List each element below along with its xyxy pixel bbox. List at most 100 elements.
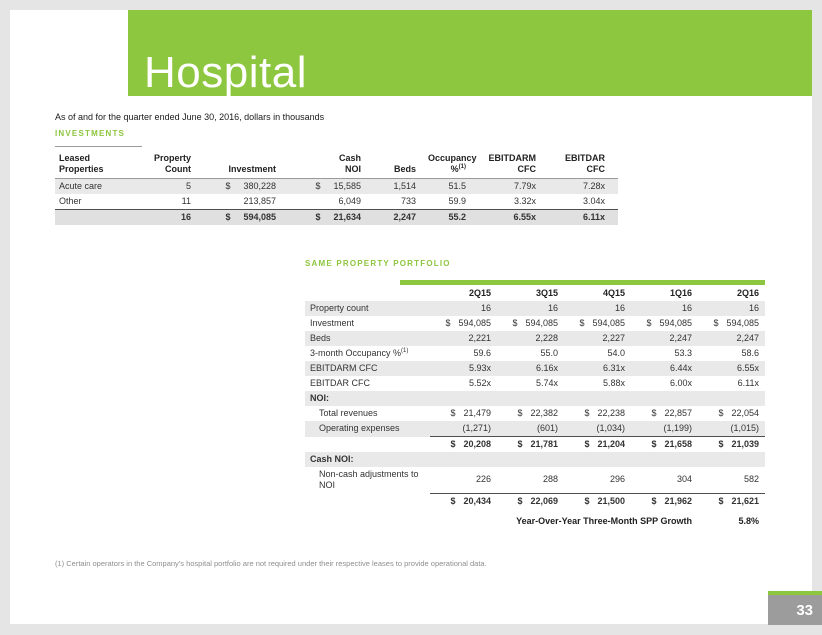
row-label: 3-month Occupancy %(1) (305, 346, 430, 361)
value: 6,049 (338, 196, 361, 206)
col-header-leased-properties: Leased Properties (55, 146, 142, 179)
cell: 6,049 (282, 194, 367, 210)
col-header-quarter: 2Q16 (736, 288, 759, 298)
cell: (601) (497, 421, 564, 437)
col-header-blank (305, 285, 430, 301)
cell: 53.3 (674, 348, 692, 358)
cell: $21,479 (430, 406, 497, 421)
label-text: 3-month Occupancy % (310, 348, 402, 358)
dollar-sign: $ (584, 495, 590, 506)
header-text: Property Count (153, 153, 191, 175)
cell: 6.00x (669, 378, 692, 388)
cell: $594,085 (564, 316, 631, 331)
value: 20,434 (463, 495, 491, 506)
cell: 733 (400, 196, 416, 206)
cell: 16 (698, 301, 765, 316)
cell: 304 (676, 474, 692, 485)
green-accent-bar (400, 280, 765, 285)
page-number-block: 33 (768, 591, 822, 625)
dollar-sign: $ (450, 495, 456, 506)
cell: $15,585 (282, 178, 367, 194)
dollar-sign: $ (517, 495, 523, 506)
dollar-sign: $ (713, 318, 719, 328)
col-header-quarter: 4Q15 (602, 288, 625, 298)
cell: $21,781 (497, 436, 564, 452)
value: 22,382 (530, 408, 558, 418)
row-occupancy: 3-month Occupancy %(1) 59.6 55.0 54.0 53… (305, 346, 765, 361)
cell: $21,621 (698, 492, 765, 509)
row-cash-noi-header: Cash NOI: (305, 452, 765, 467)
row-beds: Beds 2,221 2,228 2,227 2,247 2,247 (305, 331, 765, 346)
row-noi-header: NOI: (305, 391, 765, 406)
value: 22,069 (530, 495, 558, 506)
footnote-marker: (1) (458, 164, 466, 171)
yoy-growth-row: Year-Over-Year Three-Month SPP Growth 5.… (305, 516, 765, 526)
cell: 2,227 (564, 331, 631, 346)
value: 594,085 (525, 318, 558, 328)
cell: 16 (631, 301, 698, 316)
cell: 3.04x (582, 196, 605, 206)
header-text: EBITDARM CFC (488, 153, 537, 175)
dollar-sign: $ (651, 495, 657, 506)
value: 21,204 (597, 439, 625, 449)
cell: 2,228 (497, 331, 564, 346)
cell: 1,514 (367, 178, 422, 194)
col-header-cash-noi: Cash NOI (282, 146, 367, 179)
page-number: 33 (768, 595, 822, 625)
page-title: Hospital (144, 48, 307, 97)
value: 21,962 (664, 495, 692, 506)
cell: $594,085 (497, 316, 564, 331)
row-label: Other (59, 196, 82, 206)
same-property-section-label: SAME PROPERTY PORTFOLIO (305, 259, 451, 268)
row-other: Other 11 213,857 6,049 733 59.9 3.32x 3.… (55, 194, 618, 210)
cell: 6.55x (472, 209, 542, 225)
cell: 16 (430, 301, 497, 316)
cell: 2,247 (367, 209, 422, 225)
col-header-ebitdarm-cfc: EBITDARM CFC (472, 146, 542, 179)
col-header-quarter: 2Q15 (468, 288, 491, 298)
value: 22,054 (731, 408, 759, 418)
row-label: EBITDAR CFC (310, 378, 371, 388)
cell: $21,500 (564, 492, 631, 509)
cell: 5.93x (430, 361, 497, 376)
cell: 11 (181, 196, 191, 206)
row-label: Non-cash adjustments to NOI (319, 469, 419, 490)
cell: 6.44x (631, 361, 698, 376)
cell: 582 (743, 474, 759, 485)
row-cash-noi-total: $20,434 $22,069 $21,500 $21,962 $21,621 (305, 492, 765, 509)
value: 594,085 (726, 318, 759, 328)
dollar-sign: $ (517, 439, 523, 449)
value: 594,085 (592, 318, 625, 328)
cell: 6.11x (737, 378, 759, 388)
row-label: Acute care (55, 178, 142, 194)
cell: 213,857 (197, 194, 282, 210)
value: 15,585 (333, 181, 361, 191)
cell: 16 (142, 209, 197, 225)
header-row: Leased Properties Property Count Investm… (55, 146, 618, 179)
row-property-count: Property count 16 16 16 16 16 (305, 301, 765, 316)
cell: 6.31x (564, 361, 631, 376)
dollar-sign: $ (225, 212, 231, 222)
cell: 5.52x (468, 378, 491, 388)
row-investment: Investment $594,085 $594,085 $594,085 $5… (305, 316, 765, 331)
value: 21,781 (530, 439, 558, 449)
cell: 5.88x (602, 378, 625, 388)
value: 21,500 (597, 495, 625, 506)
dollar-sign: $ (718, 439, 724, 449)
cell: 3.32x (513, 196, 536, 206)
same-property-table: 2Q15 3Q15 4Q15 1Q16 2Q16 Property count … (305, 285, 765, 509)
row-label: Investment (310, 318, 355, 328)
value: 380,228 (243, 181, 276, 191)
cell: $22,382 (497, 406, 564, 421)
cell: 226 (475, 474, 491, 485)
same-property-section: SAME PROPERTY PORTFOLIO 2Q15 3Q15 4Q15 1… (305, 259, 765, 526)
col-header-quarter: 3Q15 (535, 288, 558, 298)
row-ebitdarm-cfc: EBITDARM CFC 5.93x 6.16x 6.31x 6.44x 6.5… (305, 361, 765, 376)
cell: 2,247 (631, 331, 698, 346)
row-label: Property count (305, 301, 430, 316)
row-label (305, 493, 430, 509)
header-text: Occupancy (428, 153, 477, 164)
header-band: Hospital (128, 10, 812, 96)
cell: (1,271) (430, 421, 497, 437)
cell: 296 (609, 474, 625, 485)
